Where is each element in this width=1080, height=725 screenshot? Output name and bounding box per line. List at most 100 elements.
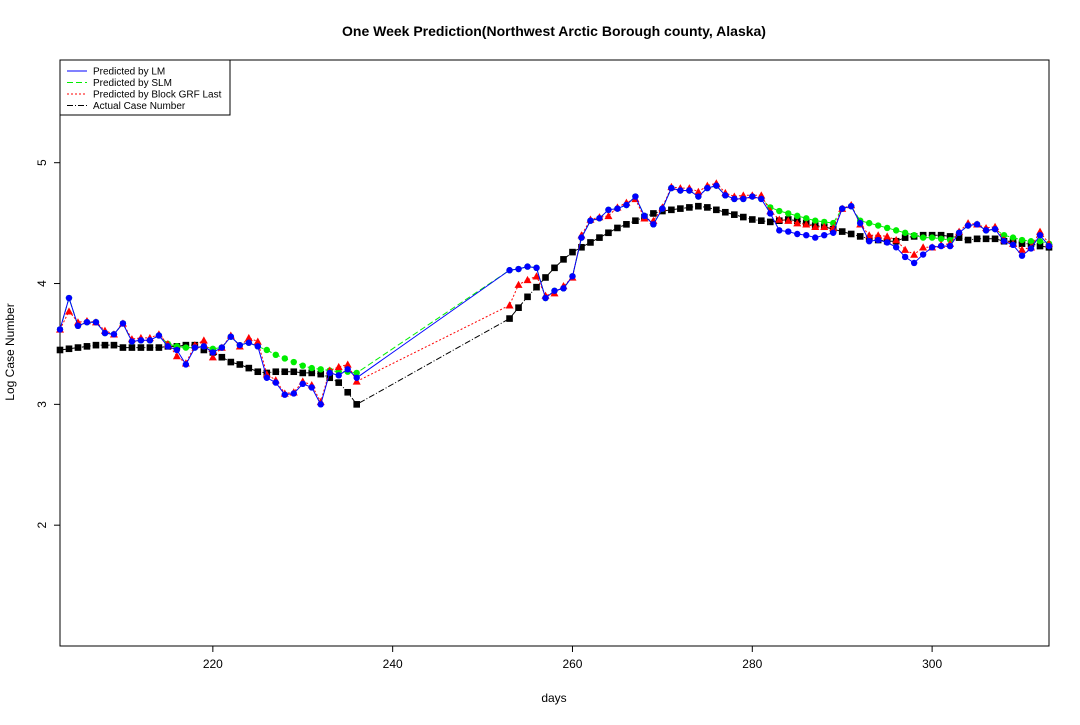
- point-actual-case-number-297: [901, 234, 909, 241]
- point-actual-case-number-232: [317, 370, 325, 378]
- point-actual-case-number-290: [838, 228, 846, 235]
- point-predicted-by-slm-288: [821, 218, 828, 226]
- point-predicted-by-slm-293: [865, 219, 873, 227]
- legend-label-actual-case-number: Actual Case Number: [93, 101, 186, 112]
- x-tick-label-240: 240: [383, 657, 403, 671]
- point-actual-case-number-234: [335, 379, 343, 386]
- point-actual-case-number-254: [515, 304, 522, 311]
- point-predicted-by-lm-228: [281, 391, 288, 398]
- point-predicted-by-lm-278: [731, 195, 738, 203]
- y-axis-label: Log Case Number: [3, 303, 17, 400]
- point-predicted-by-lm-209: [110, 331, 118, 338]
- point-predicted-by-lm-313: [1045, 242, 1053, 250]
- point-predicted-by-slm-301: [937, 235, 945, 243]
- point-actual-case-number-291: [847, 230, 855, 238]
- point-predicted-by-slm-232: [317, 366, 324, 373]
- point-predicted-by-lm-207: [92, 318, 100, 326]
- point-actual-case-number-256: [533, 283, 540, 291]
- point-actual-case-number-302: [946, 233, 954, 240]
- point-predicted-by-block-grf-last-286: [802, 220, 811, 228]
- point-predicted-by-lm-229: [290, 390, 297, 397]
- point-predicted-by-lm-262: [587, 217, 594, 224]
- point-actual-case-number-274: [695, 202, 702, 210]
- point-predicted-by-block-grf-last-256: [532, 272, 541, 280]
- point-actual-case-number-310: [1018, 240, 1026, 247]
- point-predicted-by-block-grf-last-253: [505, 301, 514, 309]
- point-actual-case-number-282: [766, 218, 774, 226]
- point-actual-case-number-227: [272, 368, 280, 376]
- point-predicted-by-lm-215: [164, 343, 172, 350]
- point-predicted-by-slm-294: [874, 222, 882, 229]
- point-predicted-by-block-grf-last-294: [874, 231, 883, 239]
- point-predicted-by-block-grf-last-255: [523, 275, 532, 284]
- point-actual-case-number-278: [731, 211, 738, 218]
- point-actual-case-number-281: [757, 217, 765, 224]
- point-actual-case-number-303: [955, 234, 963, 241]
- point-predicted-by-lm-298: [910, 259, 918, 267]
- point-predicted-by-lm-223: [236, 341, 244, 349]
- point-actual-case-number-307: [991, 235, 999, 243]
- point-predicted-by-block-grf-last-225: [253, 337, 262, 345]
- point-actual-case-number-207: [92, 341, 100, 349]
- point-predicted-by-lm-293: [865, 238, 873, 245]
- point-predicted-by-lm-303: [955, 229, 963, 236]
- point-predicted-by-lm-217: [182, 361, 190, 368]
- point-predicted-by-lm-221: [218, 344, 226, 351]
- point-actual-case-number-267: [632, 217, 639, 224]
- point-predicted-by-slm-296: [892, 227, 900, 234]
- point-predicted-by-lm-309: [1009, 241, 1017, 249]
- point-predicted-by-lm-220: [209, 349, 217, 356]
- x-tick-label-220: 220: [203, 657, 223, 671]
- point-predicted-by-lm-258: [551, 287, 558, 294]
- point-predicted-by-lm-283: [776, 227, 783, 234]
- point-actual-case-number-230: [299, 369, 307, 377]
- point-predicted-by-lm-271: [668, 184, 675, 192]
- point-predicted-by-lm-233: [326, 369, 333, 377]
- point-actual-case-number-208: [101, 341, 109, 349]
- point-predicted-by-lm-308: [1000, 238, 1008, 245]
- point-predicted-by-lm-281: [758, 195, 765, 203]
- point-predicted-by-block-grf-last-297: [901, 245, 910, 253]
- point-predicted-by-block-grf-last-283: [775, 215, 784, 223]
- point-predicted-by-slm-283: [776, 207, 783, 215]
- point-predicted-by-slm-298: [910, 231, 918, 239]
- point-predicted-by-slm-312: [1036, 238, 1044, 245]
- point-predicted-by-lm-279: [740, 195, 747, 203]
- point-actual-case-number-214: [155, 344, 163, 351]
- point-predicted-by-lm-255: [524, 263, 531, 270]
- point-predicted-by-lm-222: [227, 333, 235, 340]
- point-predicted-by-lm-304: [964, 222, 972, 229]
- point-predicted-by-lm-297: [901, 253, 909, 261]
- point-predicted-by-lm-230: [299, 380, 306, 388]
- point-actual-case-number-312: [1036, 242, 1044, 250]
- point-predicted-by-lm-259: [560, 285, 567, 292]
- point-predicted-by-lm-257: [542, 294, 549, 302]
- point-predicted-by-slm-230: [299, 362, 306, 369]
- point-predicted-by-block-grf-last-299: [919, 243, 928, 251]
- point-actual-case-number-258: [551, 264, 558, 272]
- point-actual-case-number-213: [146, 344, 154, 351]
- point-predicted-by-block-grf-last-284: [784, 216, 793, 224]
- point-actual-case-number-224: [245, 364, 253, 372]
- point-predicted-by-block-grf-last-216: [172, 352, 181, 360]
- point-predicted-by-lm-305: [973, 221, 981, 228]
- y-tick-label-3: 3: [35, 401, 49, 408]
- point-predicted-by-lm-275: [704, 184, 711, 192]
- point-predicted-by-lm-265: [614, 205, 621, 212]
- y-axis: 2 3 4 5: [35, 159, 60, 529]
- point-actual-case-number-272: [677, 205, 684, 212]
- point-predicted-by-slm-308: [1000, 231, 1008, 239]
- point-predicted-by-lm-269: [650, 221, 657, 228]
- point-predicted-by-lm-290: [839, 205, 846, 212]
- point-actual-case-number-260: [569, 248, 576, 256]
- point-predicted-by-lm-273: [686, 187, 693, 194]
- point-actual-case-number-219: [200, 346, 208, 354]
- point-predicted-by-slm-229: [290, 358, 297, 366]
- point-actual-case-number-211: [128, 344, 136, 351]
- point-predicted-by-lm-310: [1018, 252, 1026, 259]
- point-actual-case-number-277: [722, 208, 729, 216]
- point-actual-case-number-271: [668, 206, 675, 214]
- point-predicted-by-lm-263: [596, 215, 603, 222]
